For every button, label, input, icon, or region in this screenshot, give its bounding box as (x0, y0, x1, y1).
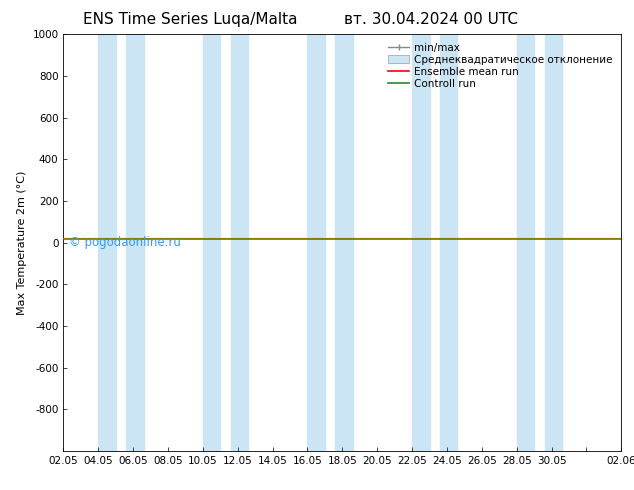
Bar (545, 34, 562, 451)
Y-axis label: Max Temperature 2m (°C): Max Temperature 2m (°C) (17, 171, 27, 315)
Bar (621, 34, 634, 451)
Text: вт. 30.04.2024 00 UTC: вт. 30.04.2024 00 UTC (344, 12, 518, 27)
Bar (335, 34, 353, 451)
Bar (440, 34, 457, 451)
Text: ENS Time Series Luqa/Malta: ENS Time Series Luqa/Malta (83, 12, 297, 27)
Bar (203, 34, 221, 451)
Bar (307, 34, 325, 451)
Legend: min/max, Среднеквадратическое отклонение, Ensemble mean run, Controll run: min/max, Среднеквадратическое отклонение… (385, 40, 616, 92)
Bar (517, 34, 534, 451)
Bar (412, 34, 430, 451)
Bar (126, 34, 143, 451)
Bar (98, 34, 116, 451)
Text: © pogodaonline.ru: © pogodaonline.ru (69, 236, 181, 249)
Bar (231, 34, 248, 451)
